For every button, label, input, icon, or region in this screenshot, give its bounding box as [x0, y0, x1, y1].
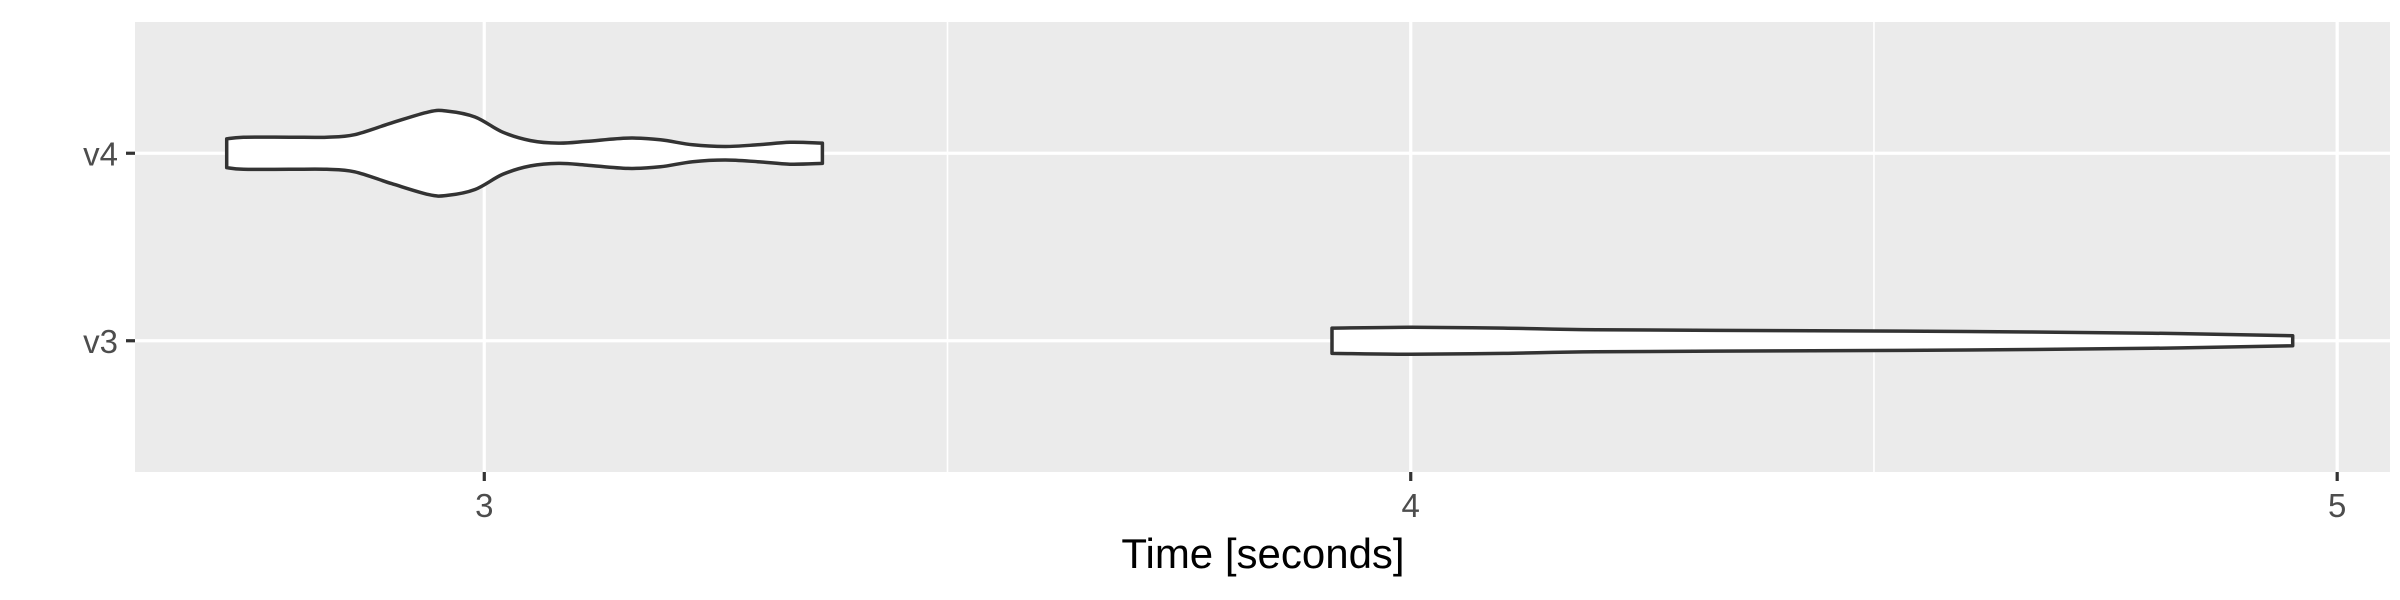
- x-axis: 3 4 5: [475, 472, 2346, 524]
- x-tick-label: 3: [475, 487, 493, 524]
- y-axis: v3 v4: [83, 135, 135, 360]
- x-tick-label: 5: [2328, 487, 2346, 524]
- violin-series: [224, 108, 2295, 357]
- violin-v4: [224, 108, 825, 198]
- y-tick-label: v3: [83, 323, 118, 360]
- x-tick-label: 4: [1402, 487, 1420, 524]
- x-axis-title: Time [seconds]: [1121, 530, 1404, 577]
- violin-v3: [1330, 325, 2295, 357]
- minor-gridlines: [946, 22, 1875, 472]
- plot-panel: [135, 22, 2390, 472]
- y-tick-label: v4: [83, 135, 118, 172]
